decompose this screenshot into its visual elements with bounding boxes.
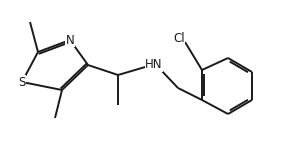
- Text: Cl: Cl: [173, 32, 185, 45]
- Text: HN: HN: [145, 58, 163, 72]
- Text: N: N: [66, 34, 74, 47]
- Text: S: S: [18, 76, 26, 88]
